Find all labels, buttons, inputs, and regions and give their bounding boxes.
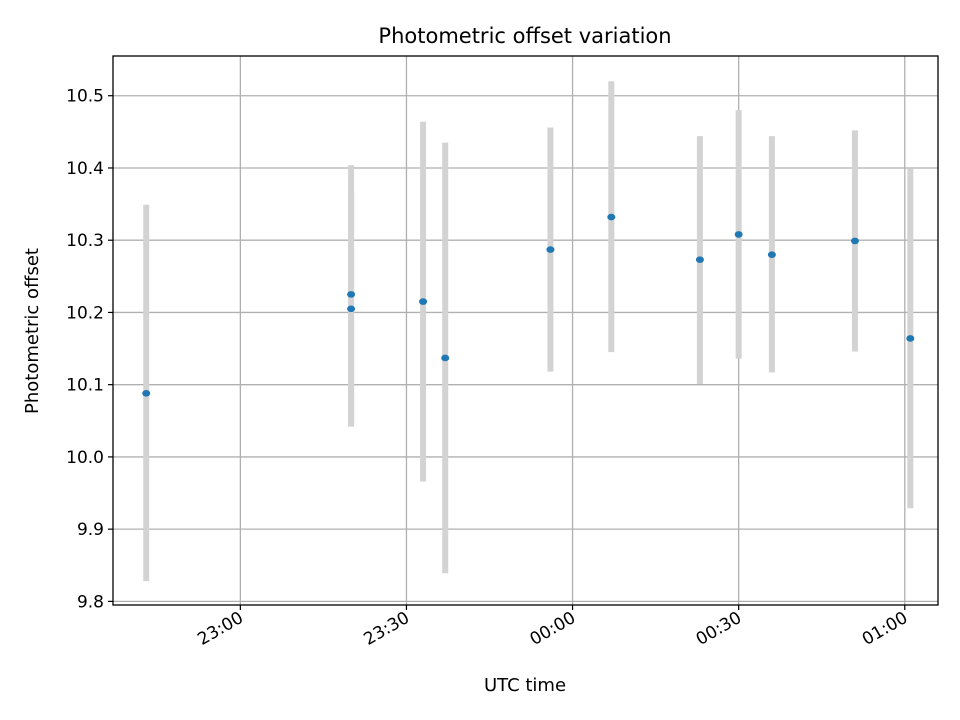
y-tick-label: 10.5	[66, 87, 104, 107]
data-point	[347, 305, 356, 313]
y-tick-label: 9.9	[77, 520, 104, 540]
data-point	[906, 335, 915, 342]
data-point	[142, 390, 151, 397]
data-point	[767, 251, 776, 258]
data-point	[695, 256, 704, 264]
point-layer	[142, 213, 915, 397]
data-point	[850, 237, 859, 245]
y-tick-label: 10.1	[66, 376, 104, 396]
data-point	[734, 231, 743, 238]
data-point	[419, 298, 428, 305]
chart-title: Photometric offset variation	[378, 24, 671, 48]
plot-area-frame	[112, 55, 939, 606]
grid-layer	[113, 56, 938, 605]
y-tick-label: 9.8	[77, 592, 104, 612]
data-point	[607, 213, 616, 221]
data-point	[546, 246, 555, 253]
y-axis-label: Photometric offset	[22, 248, 43, 414]
y-tick-label: 10.2	[66, 303, 104, 323]
y-tick-label: 10.4	[66, 159, 104, 179]
y-tick-label: 10.3	[66, 231, 104, 251]
x-axis-label: UTC time	[484, 675, 566, 696]
data-point	[347, 291, 356, 298]
data-point	[441, 354, 450, 362]
y-tick-label: 10.0	[66, 448, 104, 468]
